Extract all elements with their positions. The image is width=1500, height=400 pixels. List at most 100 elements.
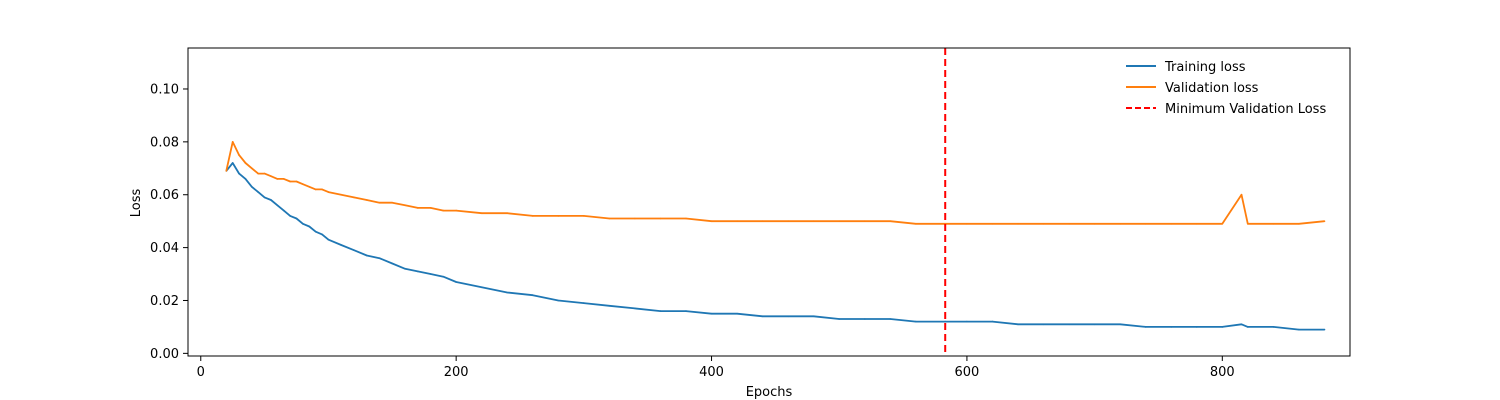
plot-frame xyxy=(187,47,1351,357)
data-point xyxy=(915,223,917,225)
data-point xyxy=(314,230,317,233)
data-point xyxy=(1119,323,1121,326)
data-point xyxy=(1272,223,1275,225)
x-axis-ticks: 0 200 400 600 800 xyxy=(197,356,1235,380)
plot-lines xyxy=(225,48,1326,356)
data-point xyxy=(1240,193,1243,196)
data-point xyxy=(659,217,662,220)
data-point xyxy=(289,180,292,183)
data-point xyxy=(321,188,323,191)
data-point xyxy=(685,217,687,220)
data-point xyxy=(838,220,840,222)
data-point xyxy=(263,172,266,175)
data-point xyxy=(761,315,764,318)
data-point xyxy=(442,275,445,278)
data-point xyxy=(1093,323,1096,326)
data-point xyxy=(321,233,323,236)
data-point xyxy=(257,172,260,175)
data-point xyxy=(761,220,764,222)
data-point xyxy=(378,201,381,204)
data-point xyxy=(944,320,946,323)
data-point xyxy=(506,291,509,294)
data-point xyxy=(1119,223,1121,225)
data-point xyxy=(736,312,738,315)
y-tick-label: 0.00 xyxy=(150,347,179,362)
data-point xyxy=(283,178,285,180)
data-point xyxy=(864,220,866,222)
data-point xyxy=(710,312,713,315)
data-point xyxy=(634,217,636,220)
data-point xyxy=(1196,223,1198,225)
data-point xyxy=(231,162,234,164)
data-point xyxy=(1170,223,1172,225)
data-point xyxy=(864,318,866,320)
data-point xyxy=(366,199,368,201)
data-point xyxy=(583,302,585,304)
data-point xyxy=(257,191,260,193)
data-point xyxy=(557,299,560,302)
data-point xyxy=(302,223,304,225)
data-point xyxy=(608,217,611,220)
data-point xyxy=(966,223,968,225)
data-point xyxy=(889,318,892,320)
data-point xyxy=(238,154,240,156)
data-point xyxy=(1221,326,1224,328)
data-point xyxy=(1298,223,1300,225)
data-point xyxy=(1170,326,1172,328)
data-point xyxy=(231,141,234,143)
data-point xyxy=(532,215,534,217)
data-point xyxy=(295,180,298,183)
data-point xyxy=(812,315,815,318)
data-point xyxy=(1221,223,1224,225)
data-point xyxy=(1068,323,1070,326)
data-point xyxy=(244,178,247,180)
data-point xyxy=(1323,220,1326,222)
data-point xyxy=(557,215,560,217)
data-point xyxy=(1017,223,1019,225)
data-point xyxy=(244,162,247,164)
data-point xyxy=(480,212,483,214)
x-tick-label: 400 xyxy=(699,365,724,380)
data-point xyxy=(608,305,611,307)
x-tick-label: 0 xyxy=(197,365,205,380)
data-point xyxy=(302,183,304,185)
data-point xyxy=(1042,223,1045,225)
data-point xyxy=(417,270,419,273)
series-line-training-loss xyxy=(225,162,1325,331)
data-point xyxy=(1196,326,1198,328)
data-point xyxy=(1247,326,1249,328)
data-point xyxy=(966,320,968,323)
legend-label-min-val: Minimum Validation Loss xyxy=(1165,102,1326,117)
data-point xyxy=(838,318,840,320)
y-tick-label: 0.10 xyxy=(150,82,179,97)
data-point xyxy=(404,268,406,270)
data-point xyxy=(1144,326,1147,328)
data-point xyxy=(429,207,432,209)
data-point xyxy=(1323,328,1326,331)
data-point xyxy=(340,193,343,196)
data-point xyxy=(710,220,713,222)
data-point xyxy=(787,220,789,222)
data-point xyxy=(314,188,317,191)
data-point xyxy=(812,220,815,222)
data-point xyxy=(1298,328,1300,331)
data-point xyxy=(1272,326,1275,328)
x-tick-label: 600 xyxy=(955,365,980,380)
data-point xyxy=(1247,223,1249,225)
data-point xyxy=(295,217,298,220)
data-point xyxy=(1068,223,1070,225)
data-point xyxy=(340,244,343,246)
data-point xyxy=(455,281,458,283)
data-point xyxy=(378,257,381,260)
data-point xyxy=(1093,223,1096,225)
data-point xyxy=(634,307,636,310)
data-point xyxy=(276,178,279,180)
data-point xyxy=(889,220,892,222)
data-point xyxy=(991,320,994,323)
legend-label-training: Training loss xyxy=(1164,60,1246,75)
data-point xyxy=(455,209,458,212)
data-point xyxy=(532,294,534,297)
data-point xyxy=(787,315,789,318)
data-point xyxy=(685,310,687,312)
data-point xyxy=(583,215,585,217)
